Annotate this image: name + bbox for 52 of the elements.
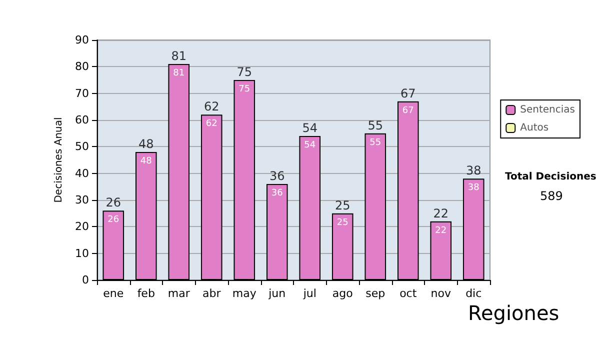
data-label: 67: [402, 106, 414, 116]
y-tick-label: 90: [75, 34, 89, 46]
total-label: 75: [236, 65, 252, 79]
y-axis-title: Decisiones Anual: [54, 117, 65, 203]
total-label: 62: [204, 100, 220, 114]
data-label: 62: [206, 119, 218, 130]
y-tick-label: 0: [82, 274, 89, 286]
x-tick-label: sep: [366, 287, 386, 300]
x-tick-label: abr: [202, 287, 222, 300]
total-label: 25: [334, 198, 350, 212]
data-label: 81: [173, 68, 185, 78]
total-label: 48: [138, 137, 154, 151]
data-label: 22: [435, 226, 447, 236]
text: Total Decisiones: [505, 172, 596, 182]
data-label: 54: [304, 140, 316, 150]
total-label: 38: [466, 164, 482, 178]
y-tick-label: 10: [75, 246, 89, 260]
data-label: 26: [108, 215, 120, 226]
y-tick-label: 30: [75, 194, 89, 206]
x-tick-label: ago: [332, 287, 354, 300]
total-label: 26: [106, 196, 122, 210]
total-label: 22: [433, 206, 449, 220]
total-label: 36: [269, 169, 285, 183]
y-tick-label: 80: [75, 60, 89, 74]
x-tick-label: mar: [168, 287, 190, 300]
y-tick-label: 20: [75, 220, 89, 234]
x-tick-label: oct: [400, 287, 418, 300]
x-tick-label: dic: [466, 287, 482, 300]
total-label: 67: [400, 86, 416, 100]
y-tick-label: 60: [75, 114, 89, 126]
y-tick-label: 40: [75, 166, 89, 180]
data-label: 38: [468, 183, 480, 194]
x-tick-label: jul: [302, 287, 316, 300]
total-label: 55: [368, 118, 384, 132]
total-label: 54: [302, 121, 318, 135]
x-tick-label: may: [232, 287, 257, 300]
x-tick-label: nov: [430, 287, 452, 300]
total-label: 81: [171, 49, 187, 63]
legend-label: Autos: [520, 122, 549, 134]
data-label: 55: [370, 138, 382, 148]
data-label: 25: [336, 218, 348, 228]
text: Regiones: [468, 301, 560, 325]
data-label: 36: [271, 188, 284, 198]
x-tick-label: ene: [103, 287, 124, 300]
text: 589: [540, 189, 563, 203]
y-tick-label: 50: [75, 140, 89, 154]
data-label: 75: [238, 84, 250, 94]
y-tick-label: 70: [75, 86, 89, 100]
x-tick-label: feb: [137, 287, 155, 300]
data-label: 48: [140, 156, 152, 166]
legend-label: Sentencias: [520, 104, 576, 116]
x-tick-label: jun: [268, 287, 286, 300]
